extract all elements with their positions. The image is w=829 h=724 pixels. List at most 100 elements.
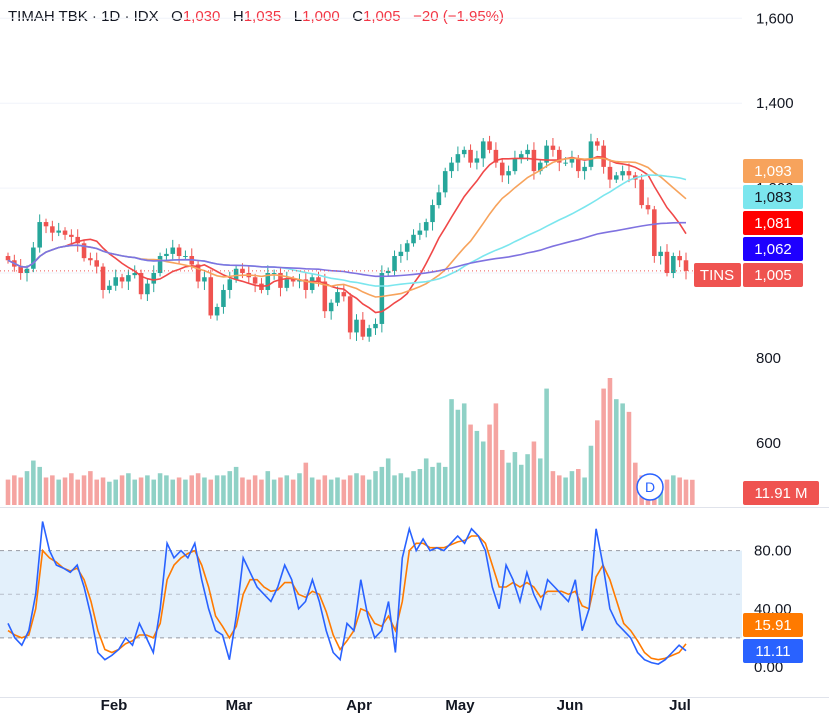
candle [69, 229, 74, 244]
dividend-marker[interactable] [636, 473, 664, 501]
candle [658, 246, 663, 265]
volume-bar [550, 471, 556, 505]
candle-body [518, 154, 524, 159]
volume-bar [480, 441, 486, 505]
candle-body [56, 230, 61, 233]
candle-body [75, 236, 80, 244]
candle-body [145, 283, 150, 295]
time-axis-label: Jun [557, 697, 584, 714]
high-value: 1,035 [243, 8, 282, 25]
stoch-d-line [7, 535, 687, 661]
volume-bar [411, 471, 416, 505]
volume-bar [518, 464, 524, 505]
candle-body [601, 145, 606, 167]
volume-bar [214, 475, 220, 505]
volume-bar [544, 388, 549, 505]
candle-body [50, 226, 55, 233]
stoch-axis-label: 80.00 [754, 543, 792, 560]
candle [404, 239, 410, 261]
volume-bar [531, 441, 537, 505]
candle-body [290, 279, 296, 282]
exchange: IDX [133, 8, 159, 25]
volume-bar [335, 477, 340, 505]
candle [94, 252, 99, 274]
candle-body [202, 277, 207, 282]
volume-bar [633, 462, 638, 505]
candle [107, 280, 112, 294]
candle-body [398, 251, 404, 257]
candle-body [88, 258, 93, 261]
candle [176, 244, 182, 265]
close-label: C [352, 8, 364, 25]
candle-body [5, 256, 11, 261]
candle-body [392, 256, 397, 271]
volume-bar [569, 471, 575, 505]
ma-blue-value-bg [743, 237, 803, 261]
volume-bar [449, 399, 454, 505]
volume-bar [62, 477, 68, 505]
candle [455, 146, 461, 172]
candle [113, 269, 119, 291]
volume-bar [303, 462, 309, 505]
candle-body [18, 266, 23, 273]
candle-body [100, 266, 106, 290]
volume-bar [595, 420, 600, 505]
candle-body [132, 273, 138, 276]
candle [499, 159, 505, 183]
volume-bar [176, 477, 182, 505]
candle [208, 269, 214, 319]
dividend-marker-label: D [645, 479, 655, 495]
candle-body [683, 260, 689, 271]
volume-bar [316, 479, 321, 505]
candle-body [607, 166, 613, 180]
candle [221, 284, 226, 314]
candle [100, 263, 106, 299]
volume-bar [614, 399, 619, 505]
last-price-value-bg [743, 263, 803, 287]
candle-body [138, 273, 144, 295]
volume-bar [588, 445, 594, 505]
candle [37, 214, 42, 253]
candle-body [563, 162, 568, 164]
volume-bar [328, 479, 334, 505]
candle-body [588, 141, 594, 167]
candle [322, 273, 328, 318]
volume-bar [284, 475, 290, 505]
volume-bar [499, 449, 505, 505]
candle-body [620, 171, 625, 176]
candle [506, 165, 511, 184]
price-axis-label: 1,600 [756, 10, 794, 27]
candle-body [170, 247, 176, 254]
volume-bar [677, 477, 682, 505]
candle-body [569, 158, 575, 163]
volume-bar [183, 479, 188, 505]
candle-body [360, 319, 366, 337]
volume-bar [455, 409, 461, 505]
candle-body [537, 162, 543, 172]
close-value: 1,005 [363, 8, 401, 25]
candle [392, 250, 397, 276]
ma-cyan-value: 1,083 [754, 189, 792, 206]
candle [31, 242, 36, 273]
interval[interactable]: 1D [101, 8, 121, 25]
candle [145, 278, 150, 302]
candle-body [430, 205, 435, 223]
candle [354, 314, 359, 341]
high-label: H [232, 8, 244, 25]
candle-body [493, 149, 499, 163]
stoch-d-value-bg [743, 613, 803, 637]
candle [645, 197, 651, 215]
volume-bar [436, 462, 442, 505]
chart-header: TIMAH TBK · 1D · IDX O1,030 H1,035 L1,00… [8, 8, 504, 25]
time-axis-label: Feb [101, 697, 128, 714]
volume-bar [252, 475, 258, 505]
candle-body [652, 209, 657, 257]
volume-bar [487, 424, 492, 505]
candle [43, 218, 49, 234]
candle [347, 292, 353, 340]
price-axis-label: 600 [756, 435, 781, 452]
candle [626, 163, 632, 183]
volume-bar [404, 477, 410, 505]
stoch-k-line [7, 521, 687, 665]
